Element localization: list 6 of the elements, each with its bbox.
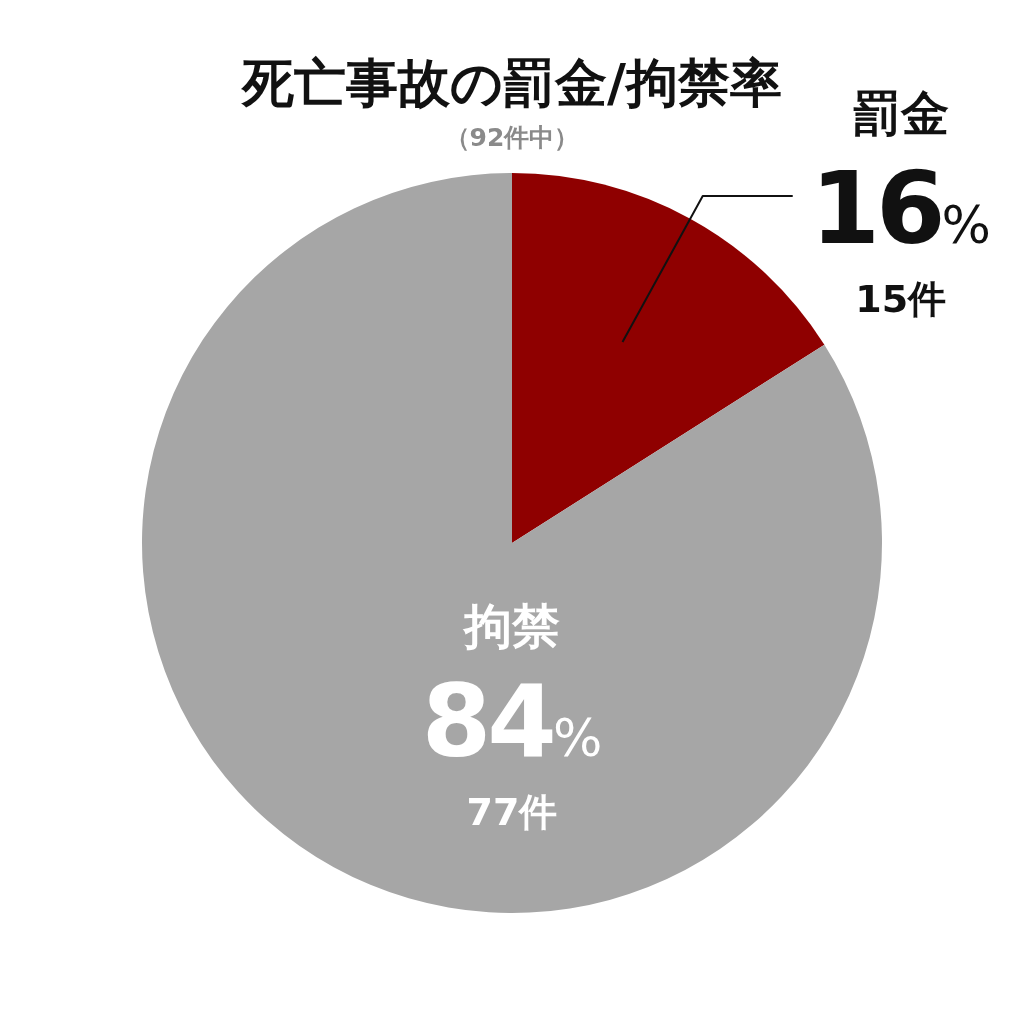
text: （92件中）	[444, 123, 580, 152]
data-label: 84% 77件	[421, 663, 603, 834]
slice-label: 罰金	[852, 85, 949, 142]
data-label: 16% 15件	[810, 150, 992, 322]
chart-title: 死亡事故の罰金/拘禁率	[240, 53, 782, 113]
slice-label: 拘禁	[462, 598, 560, 654]
